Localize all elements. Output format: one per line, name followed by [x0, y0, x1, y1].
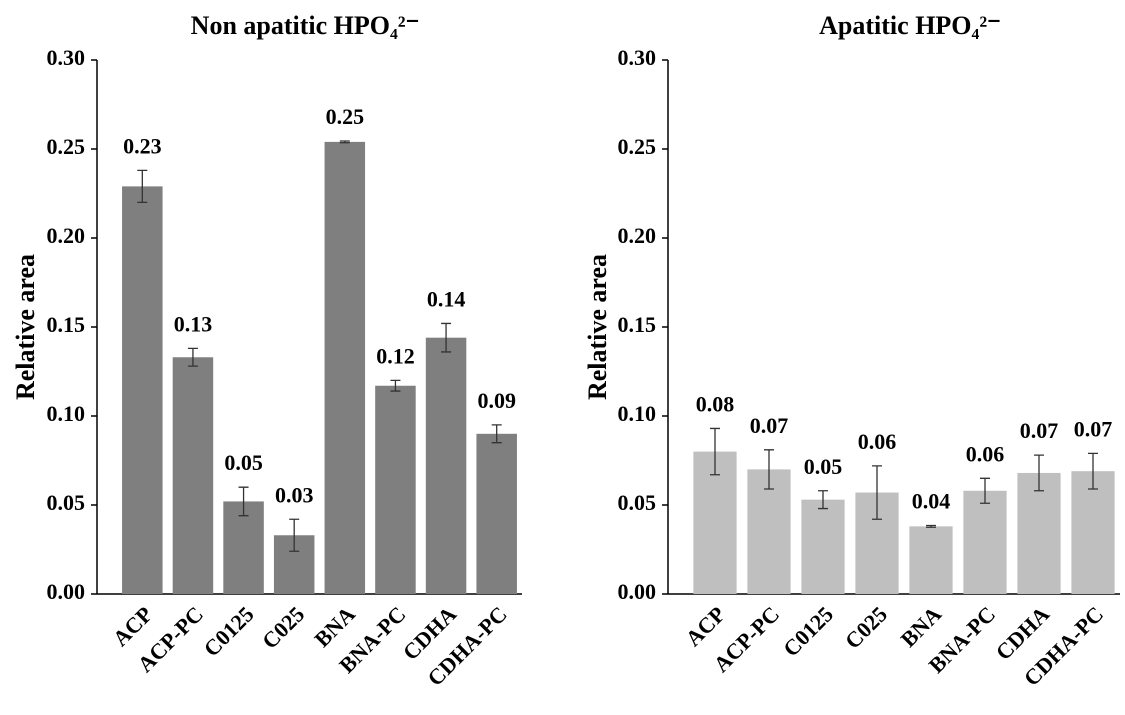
error-bar: [1088, 452, 1098, 490]
bar: [1071, 471, 1115, 594]
y-axis-label: Relative area: [11, 254, 40, 400]
value-label: 0.09: [477, 388, 516, 413]
value-label: 0.12: [376, 343, 415, 368]
y-tick-label: 0.20: [618, 223, 657, 248]
x-tick-label: C025: [257, 601, 309, 653]
bar: [172, 357, 214, 594]
error-bar: [872, 465, 882, 520]
x-tick-label: ACP: [680, 601, 730, 651]
error-bar: [187, 347, 198, 367]
error-bar: [339, 140, 350, 144]
chart-title: Apatitic HPO₄²⁻: [819, 11, 1001, 40]
value-label: 0.07: [1074, 416, 1113, 441]
y-axis-label: Relative area: [583, 254, 612, 400]
value-label: 0.23: [123, 133, 162, 158]
bar: [909, 526, 953, 594]
error-bar: [818, 490, 828, 510]
x-tick-label: C025: [840, 601, 892, 653]
x-tick-label: C0125: [199, 601, 259, 661]
y-tick-label: 0.15: [618, 312, 657, 337]
value-label: 0.07: [750, 413, 789, 438]
value-label: 0.25: [326, 104, 365, 129]
error-bar: [980, 477, 990, 504]
y-tick-label: 0.10: [47, 401, 86, 426]
value-label: 0.06: [858, 429, 897, 454]
bar: [425, 337, 467, 594]
y-tick-label: 0.25: [47, 134, 86, 159]
bar: [963, 490, 1007, 594]
y-tick-label: 0.10: [618, 401, 657, 426]
y-tick-label: 0.25: [618, 134, 657, 159]
y-tick-label: 0.15: [47, 312, 86, 337]
value-label: 0.14: [427, 286, 466, 311]
y-tick-label: 0.30: [47, 45, 86, 70]
y-tick-label: 0.00: [618, 579, 657, 604]
error-bar: [390, 379, 401, 392]
error-bar: [441, 322, 452, 353]
bar: [1017, 472, 1061, 594]
y-tick-label: 0.05: [618, 490, 657, 515]
value-label: 0.05: [804, 454, 843, 479]
y-tick-label: 0.20: [47, 223, 86, 248]
value-label: 0.04: [912, 489, 951, 514]
error-bar: [926, 524, 936, 528]
error-bar: [1034, 454, 1044, 492]
bar: [324, 141, 366, 594]
y-tick-label: 0.00: [47, 579, 86, 604]
error-bar: [491, 424, 502, 444]
value-label: 0.03: [275, 482, 314, 507]
bar: [122, 186, 163, 594]
bar: [476, 433, 517, 594]
value-label: 0.08: [696, 392, 735, 417]
value-label: 0.05: [224, 450, 263, 475]
error-bar: [764, 449, 774, 490]
value-label: 0.13: [174, 311, 213, 336]
bar: [223, 501, 264, 594]
error-bar: [137, 169, 148, 204]
error-bar: [710, 427, 720, 476]
x-tick-label: C0125: [778, 601, 838, 661]
chart-title: Non apatitic HPO₄²⁻: [191, 11, 420, 40]
value-label: 0.06: [966, 441, 1005, 466]
error-bar: [238, 486, 249, 517]
bar: [801, 499, 845, 594]
error-bar: [289, 518, 300, 552]
bar: [747, 469, 791, 594]
value-label: 0.07: [1020, 418, 1059, 443]
y-tick-label: 0.30: [618, 45, 657, 70]
y-tick-label: 0.05: [47, 490, 86, 515]
bar: [375, 385, 416, 594]
